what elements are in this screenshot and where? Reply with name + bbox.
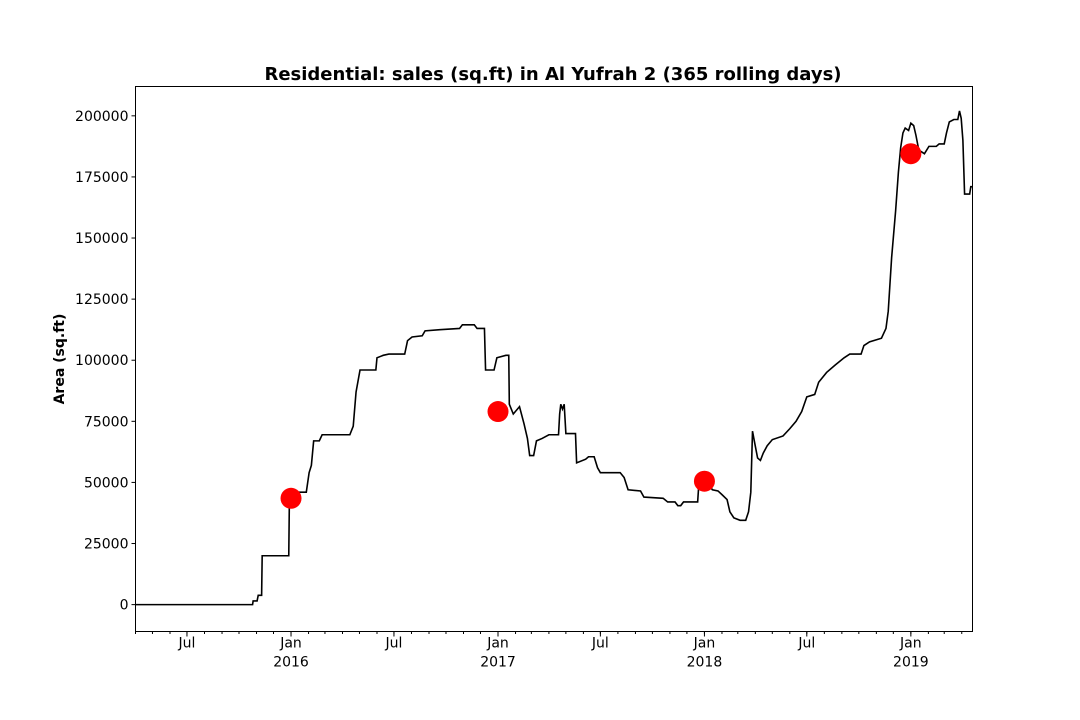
x-tick-label: Jan (693, 636, 716, 652)
x-tick-label: Jul (797, 636, 815, 652)
y-tick-label: 175000 (75, 170, 128, 186)
y-axis-label: Area (sq.ft) (52, 314, 68, 405)
y-tick-label: 200000 (75, 109, 128, 125)
y-tick-label: 50000 (84, 475, 129, 491)
x-tick-year-label: 2017 (480, 655, 516, 671)
x-tick-label: Jul (384, 636, 402, 652)
x-tick-label: Jan (899, 636, 922, 652)
x-tick-year-label: 2016 (273, 655, 309, 671)
x-tick-label: Jan (486, 636, 509, 652)
highlight-marker (900, 143, 922, 165)
axes-frame (135, 86, 973, 632)
y-tick-label: 150000 (75, 231, 128, 247)
x-tick-year-label: 2018 (687, 655, 723, 671)
x-tick-label: Jul (178, 636, 196, 652)
y-tick-label: 0 (120, 598, 129, 614)
marker-group (280, 143, 922, 509)
y-tick-label: 125000 (75, 292, 128, 308)
chart-title: Residential: sales (sq.ft) in Al Yufrah … (264, 64, 841, 85)
x-tick-label: Jan (279, 636, 302, 652)
plot-area: 0 25000 50000 75000 100000 125000 150000 175000… (75, 86, 973, 671)
highlight-marker (487, 401, 509, 423)
y-tick-label: 75000 (84, 414, 129, 430)
x-tick-year-label: 2019 (893, 655, 929, 671)
y-tick-label: 25000 (84, 537, 129, 553)
x-axis: Jul Jan 2016 Jul Jan 2017 Jul Jan 2018 Jul Jan 2019 (135, 631, 963, 671)
y-axis: 0 25000 50000 75000 100000 125000 150000 175000… (75, 109, 136, 614)
x-tick-label: Jul (591, 636, 609, 652)
highlight-marker (280, 487, 302, 509)
highlight-marker (693, 470, 715, 492)
y-tick-label: 100000 (75, 353, 128, 369)
series-line (135, 110, 973, 606)
